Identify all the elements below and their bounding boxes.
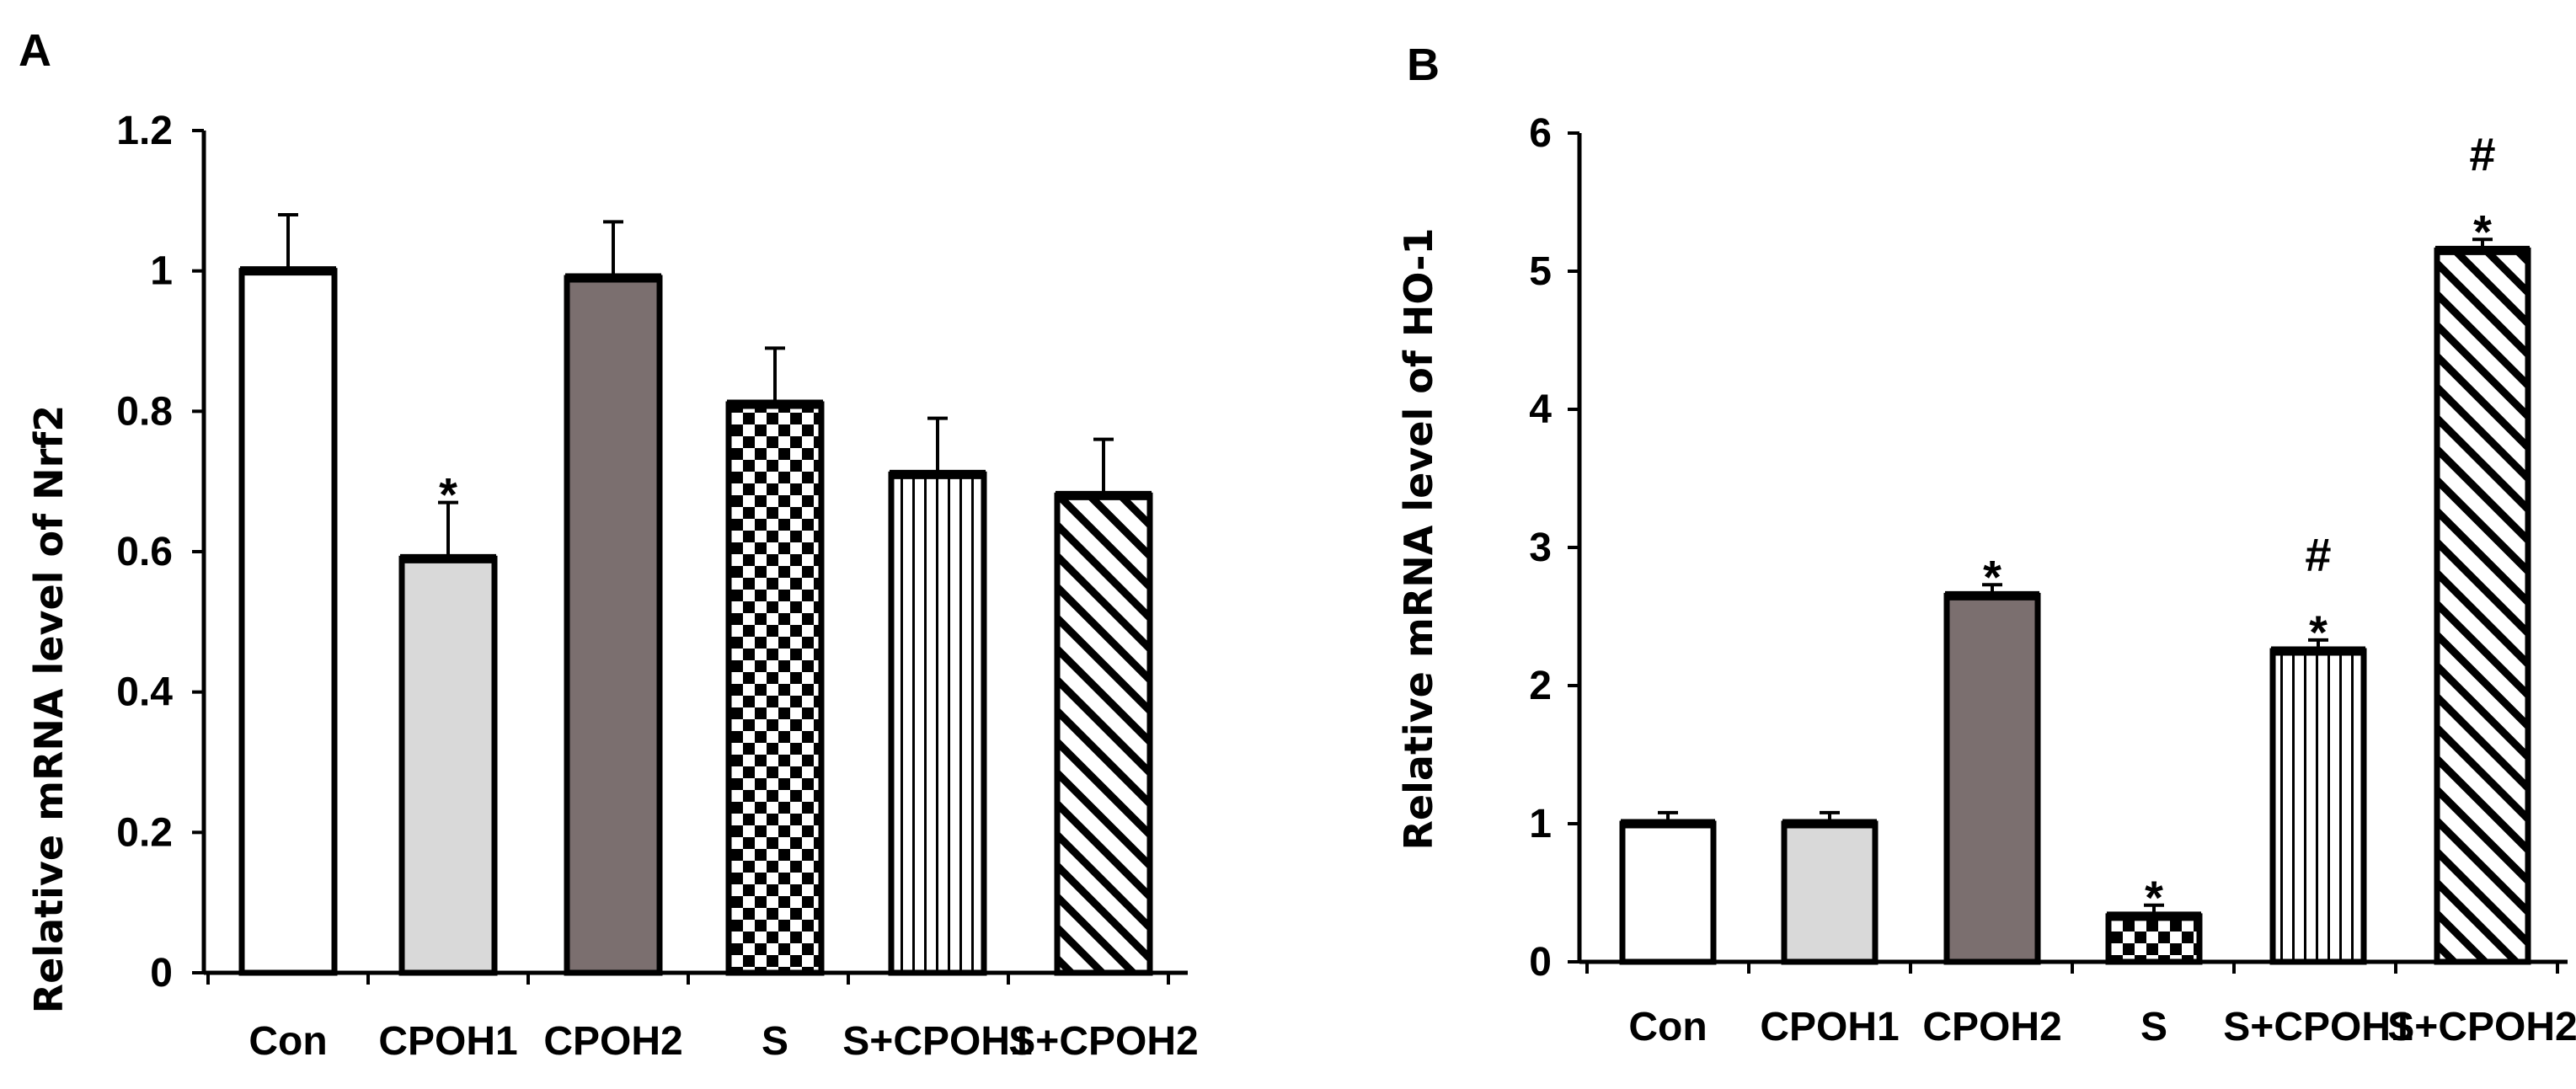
panel-b-x-tick-label: Con [1628, 1005, 1707, 1049]
panel-b-bar-con [1619, 820, 1717, 965]
panel-a-error-bars [278, 213, 1114, 559]
panel-a-x-tick-label: S+CPOH2 [1008, 1019, 1198, 1064]
panel-a-x-tick-label: Con [249, 1019, 327, 1064]
panel-a-y-tick-label: 0.2 [116, 810, 173, 855]
panel-a-bar-cpoh1 [398, 555, 498, 976]
panel-b-x-tick-label: S+CPOH2 [2387, 1005, 2576, 1049]
panel-b-x-tick-label: S [2140, 1005, 2167, 1049]
panel-b-significance-asterisk: * [2145, 871, 2163, 924]
panel-b-significance-asterisk: * [2473, 205, 2492, 258]
panel-a-label: A [19, 25, 51, 76]
panel-b-x-tick-label: CPOH1 [1760, 1005, 1899, 1049]
panel-a-y-axis-label: Relative mRNA level of Nrf2 [26, 405, 72, 1014]
panel-a-bars [238, 266, 1153, 976]
panel-a-x-tick-label: S [762, 1019, 788, 1064]
panel-b-x-tick-label: S+CPOH1 [2223, 1005, 2413, 1049]
panel-b-error-bars [1658, 238, 2493, 916]
panel-b-y-tick-label: 1 [1529, 802, 1552, 846]
panel-a-y-tick-label: 1.2 [116, 109, 173, 153]
panel-a-axes [201, 131, 1188, 985]
panel-b-x-tick-label: CPOH2 [1922, 1005, 2061, 1049]
panel-a-bar-s [725, 401, 825, 976]
panel-a-y-tick-label: 0 [150, 951, 173, 996]
panel-a-y-tick-label: 0.8 [116, 389, 173, 434]
panel-b-axes [1577, 133, 2568, 974]
panel-b-annotations: * * * # * # [1983, 127, 2495, 923]
panel-b-bar-cpoh2 [1943, 592, 2041, 965]
panel-b-y-tick-label: 0 [1529, 940, 1552, 985]
panel-b-significance-asterisk: * [1983, 550, 2001, 603]
panel-b-y-tick-label: 5 [1529, 249, 1552, 294]
panel-b-y-tick-label: 6 [1529, 111, 1552, 156]
panel-b-y-tick-label: 2 [1529, 664, 1552, 708]
panel-b-bar-cpoh1 [1781, 820, 1879, 965]
panel-b-bars [1619, 245, 2531, 965]
panel-a-bar-s-cpoh1 [888, 471, 987, 976]
panel-b-significance-hash: # [2469, 127, 2495, 180]
panel-b-y-tick-label: 3 [1529, 526, 1552, 570]
panel-a-x-tick-label: S+CPOH1 [842, 1019, 1032, 1064]
panel-b-label: B [1407, 40, 1440, 90]
panel-a-annotations: * [439, 468, 457, 521]
panel-b-y-tick-label: 4 [1529, 387, 1552, 432]
panel-b-significance-asterisk: * [2309, 606, 2327, 659]
panel-b-y-axis-label: Relative mRNA level of HO-1 [1396, 228, 1441, 851]
panel-a-y-tick-label: 1 [150, 249, 173, 294]
panel-a-x-tick-label: CPOH1 [378, 1019, 517, 1064]
panel-b-significance-hash: # [2305, 528, 2331, 581]
panel-a-y-tick-label: 0.6 [116, 530, 173, 574]
panel-a-chart: A Relative mRNA level of Nrf2 0 0.2 0.4 0.6… [19, 25, 1199, 1064]
panel-a-y-ticks: 0 0.2 0.4 0.6 0.8 1 1.2 [116, 109, 204, 996]
panel-a-bar-cpoh2 [564, 275, 663, 976]
panel-a-y-tick-label: 0.4 [116, 670, 173, 715]
panel-b-bar-s-cpoh2 [2434, 247, 2531, 965]
panel-a-x-tick-label: CPOH2 [543, 1019, 682, 1064]
panel-a-bar-con [238, 268, 338, 976]
panel-a-significance-asterisk: * [439, 468, 457, 521]
panel-b-bar-s-cpoh1 [2269, 648, 2367, 965]
panel-b-bar-s [2105, 913, 2203, 965]
panel-a-bar-s-cpoh2 [1054, 492, 1153, 976]
panel-b-y-ticks: 0 1 2 3 4 5 6 [1529, 111, 1579, 985]
